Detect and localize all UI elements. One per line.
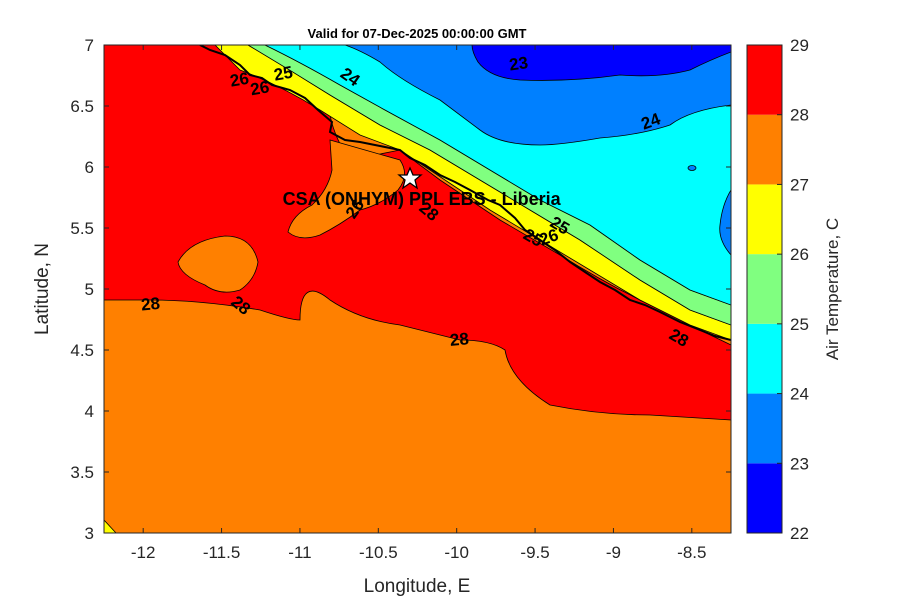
y-tick-label: 5.5 bbox=[70, 219, 94, 238]
colorbar-tick-label: 24 bbox=[790, 385, 809, 404]
y-tick-label: 6 bbox=[85, 158, 94, 177]
y-axis-label: Latitude, N bbox=[32, 243, 53, 335]
station-label: CSA (ONHYM) PPL EBS - Liberia bbox=[283, 189, 562, 209]
colorbar-tick-label: 26 bbox=[790, 245, 809, 264]
colorbar-tick-label: 28 bbox=[790, 106, 809, 125]
y-axis: 3 3.5 4 4.5 5 5.5 6 6.5 7 bbox=[70, 36, 731, 543]
y-tick-label: 7 bbox=[85, 36, 94, 55]
temperature-band-23-24 bbox=[719, 189, 731, 256]
colorbar-swatch bbox=[747, 463, 782, 533]
x-tick-label: -10 bbox=[444, 543, 469, 562]
y-tick-label: 5 bbox=[85, 280, 94, 299]
x-tick-label: -12 bbox=[131, 543, 156, 562]
contour-plot-area bbox=[104, 45, 731, 533]
contour-label: 25 bbox=[272, 63, 294, 85]
y-tick-label: 3.5 bbox=[70, 463, 94, 482]
colorbar-swatch bbox=[747, 184, 782, 255]
x-axis: -12 -11.5 -11 -10.5 -10 -9.5 -9 -8.5 bbox=[131, 45, 706, 562]
contour-label: 23 bbox=[508, 53, 529, 74]
x-tick-label: -11.5 bbox=[203, 543, 241, 562]
y-tick-label: 3 bbox=[85, 524, 94, 543]
colorbar-swatch bbox=[747, 45, 782, 115]
contour-label: 26 bbox=[249, 77, 271, 99]
temperature-island-27-28 bbox=[287, 139, 405, 239]
x-tick-label: -9.5 bbox=[520, 543, 549, 562]
y-tick-label: 6.5 bbox=[70, 97, 94, 116]
colorbar-label: Air Temperature, C bbox=[823, 218, 842, 360]
contour-label: 28 bbox=[449, 329, 470, 350]
y-tick-label: 4.5 bbox=[70, 341, 94, 360]
colorbar-tick-label: 25 bbox=[790, 315, 809, 334]
colorbar-tick-label: 23 bbox=[790, 454, 809, 473]
x-axis-label: Longitude, E bbox=[364, 576, 471, 597]
colorbar-swatch bbox=[747, 114, 782, 185]
colorbar: 22 23 24 25 26 27 28 29 bbox=[746, 36, 809, 543]
colorbar-swatch bbox=[747, 393, 782, 464]
colorbar-swatch bbox=[747, 254, 782, 324]
temperature-island-27-28 bbox=[177, 235, 259, 293]
station-star-marker bbox=[397, 166, 423, 190]
x-tick-label: -10.5 bbox=[359, 543, 398, 562]
temperature-sliver-26-27 bbox=[104, 519, 117, 533]
colorbar-tick-label: 29 bbox=[790, 36, 809, 55]
temperature-spot-23-24 bbox=[687, 165, 697, 171]
x-tick-label: -11 bbox=[288, 543, 311, 562]
x-tick-label: -9 bbox=[606, 543, 621, 562]
temperature-band-22-23 bbox=[471, 45, 731, 81]
x-tick-label: -8.5 bbox=[677, 543, 706, 562]
chart-title: Valid for 07-Dec-2025 00:00:00 GMT bbox=[308, 26, 527, 41]
colorbar-tick-label: 22 bbox=[790, 524, 809, 543]
coastline bbox=[199, 45, 731, 341]
colorbar-tick-label: 27 bbox=[790, 175, 809, 194]
colorbar-swatch bbox=[747, 323, 782, 394]
contour-label: 26 bbox=[228, 69, 250, 91]
contour-label: 28 bbox=[140, 294, 161, 315]
colorbar-frame bbox=[746, 44, 783, 534]
y-tick-label: 4 bbox=[85, 402, 94, 421]
